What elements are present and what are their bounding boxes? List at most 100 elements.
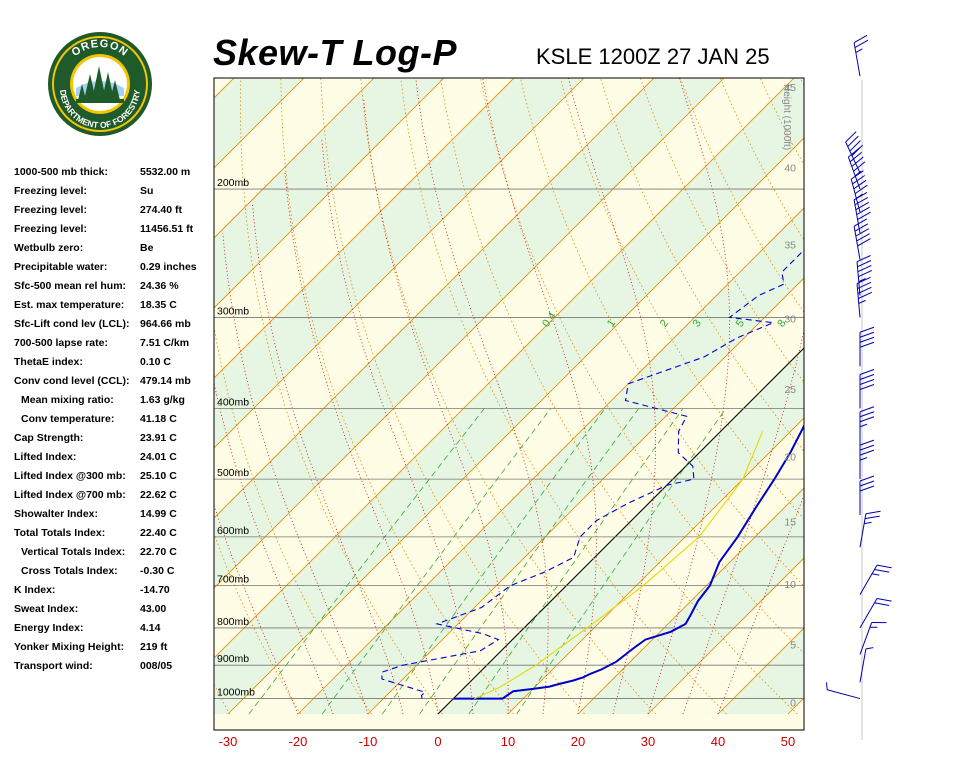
stat-row: Est. max temperature: 18.35 C [14,299,214,318]
stat-value: 22.40 C [140,527,177,539]
wind-barb-feather [865,510,881,515]
stat-row: Lifted Index @300 mb: 25.10 C [14,470,214,489]
wind-barb-feather [856,233,870,242]
stat-row: K Index: -14.70 [14,584,214,603]
stat-value: 24.36 % [140,280,179,292]
wind-barb [853,226,861,260]
stat-value: 22.62 C [140,489,177,501]
pressure-label: 300mb [217,305,249,317]
stat-row: 1000-500 mb thick: 5532.00 m [14,166,214,185]
wind-barb-half-feather [871,573,880,576]
moist-adiabat [214,381,334,715]
mixing-ratio-label: 5 [734,318,747,330]
stat-label: Wetbulb zero: [14,242,84,254]
parcel-trace [474,431,764,700]
stat-label: Freezing level: [14,204,87,216]
stat-label: Showalter Index: [14,508,99,520]
wind-barb [853,42,861,77]
pressure-label: 800mb [217,616,249,628]
stat-label: K Index: [14,584,56,596]
plot-area: 0.4 1 2 3 5 81000mb900mb800mb700mb600mb500mb4… [214,0,960,730]
plot-border [213,77,805,731]
mixing-ratio-label: 8 [775,318,788,330]
stat-value: Be [140,242,154,254]
wind-barb-feather [858,269,873,278]
mixing-ratio-line [516,408,727,715]
isotherm-line [227,137,804,715]
wind-barb-feather [853,34,868,44]
wind-barb-feather [858,291,873,299]
wind-barb-feather [874,602,890,606]
stat-value: 23.91 C [140,432,177,444]
stat-value: 24.01 C [140,451,177,463]
dry-adiabat [280,78,514,715]
pressure-label: 700mb [217,574,249,586]
isotherm-line [214,78,725,589]
wind-barb-feather [876,597,892,602]
dry-adiabat [440,78,798,715]
stat-label: Freezing level: [14,185,87,197]
wind-barb [859,622,873,655]
stat-value: 43.00 [140,603,167,615]
wind-barb [859,648,867,683]
wind-barb-feather [845,131,857,143]
stat-label: Yonker Mixing Height: [14,641,125,653]
wind-barb-feather [854,39,869,49]
isotherm-line [858,0,960,714]
wind-barb [827,689,861,700]
wind-barb-feather [855,201,869,211]
x-tick-label: 10 [501,734,515,749]
height-tick-label: 15 [784,517,796,529]
wind-barb-feather [854,184,868,195]
wind-barb-feather [859,331,875,338]
wind-barb [859,513,867,548]
wind-barb-feather [859,439,875,446]
wind-barb-feather [859,416,875,423]
wind-barb-feather [851,144,863,156]
stat-row: Showalter Index: 14.99 C [14,508,214,527]
wind-barb-feather [859,449,875,456]
stat-label: Precipitable water: [14,261,108,273]
wind-barb-feather [850,170,864,180]
wind-barb-feather [859,341,875,348]
wind-barb-half-feather [865,647,874,650]
stat-value: 0.29 inches [140,261,197,273]
height-tick-label: 10 [784,579,796,591]
pressure-label: 500mb [217,467,249,479]
wind-barb-feather [859,384,875,390]
wind-barb-feather [859,411,875,418]
stat-label: 1000-500 mb thick: [14,166,108,178]
stat-row: Freezing level: Su [14,185,214,204]
isotherm-band [858,0,960,714]
wind-barb-feather [849,140,861,152]
x-tick-label: -20 [289,734,308,749]
isotherm-line [214,78,795,659]
wind-barb-feather [853,218,868,227]
dry-adiabat [828,0,960,714]
pressure-label: 400mb [217,396,249,408]
stat-label: Est. max temperature: [14,299,125,311]
wind-barb [856,283,861,318]
wind-barb-feather [854,196,869,206]
isotherm-line [214,78,585,449]
temperature-trace [453,423,804,700]
wind-barb-feather [859,369,875,375]
stat-value: 25.10 C [140,470,177,482]
wind-barbs [826,34,892,740]
wind-barb-feather [857,265,872,273]
wind-barb-feather [859,406,875,413]
wind-barb-feather [855,228,869,237]
stat-value: 5532.00 m [140,166,191,178]
moist-adiabat [222,233,369,715]
x-tick-label: -30 [219,734,238,749]
stat-row: Conv temperature: 41.18 C [14,413,214,432]
wind-barb-feather [874,568,890,573]
isotherm-line [577,487,804,715]
dry-adiabat [937,0,960,714]
stat-row: Sweat Index: 43.00 [14,603,214,622]
stat-value: 274.40 ft [140,204,183,216]
mixing-ratio-line [321,408,552,715]
stat-label: Conv cond level (CCL): [14,375,130,387]
stat-label: Lifted Index @300 mb: [14,470,126,482]
isotherm-line [297,207,804,715]
